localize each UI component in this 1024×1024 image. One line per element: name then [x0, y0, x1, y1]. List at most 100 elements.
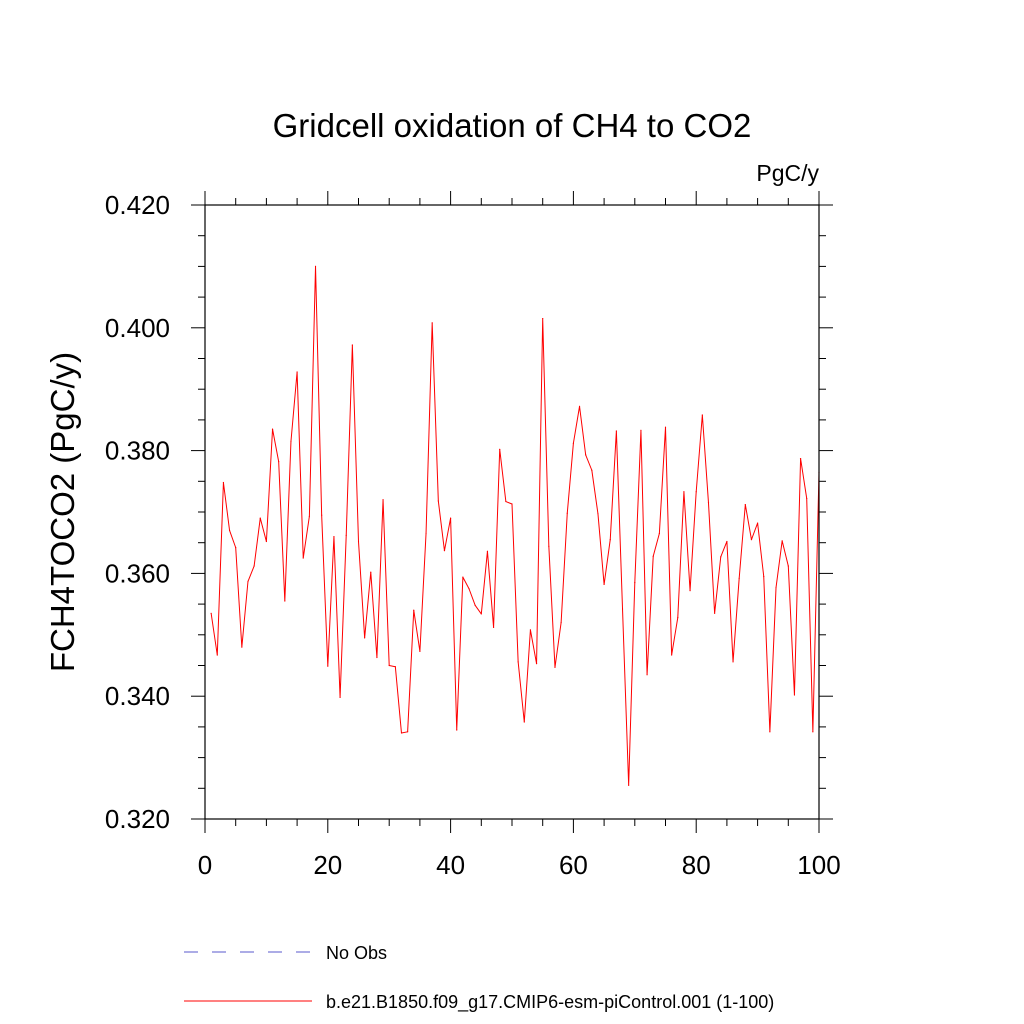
data-point: [474, 604, 476, 606]
data-point: [621, 608, 624, 610]
x-tick-label: 0: [198, 850, 212, 880]
data-point: [450, 517, 452, 519]
data-point: [370, 571, 372, 573]
data-point: [628, 784, 630, 786]
data-point: [222, 481, 225, 484]
x-tick-label: 80: [682, 850, 711, 880]
data-point: [806, 497, 808, 500]
y-tick-label: 0.360: [105, 558, 170, 588]
data-point: [407, 731, 409, 733]
data-point: [413, 609, 415, 611]
data-point: [517, 661, 519, 663]
data-point: [609, 539, 611, 541]
data-point: [394, 666, 396, 668]
data-point: [652, 555, 654, 557]
y-axis-label: FCH4TOCO2 (PgC/y): [44, 352, 81, 672]
y-tick-label: 0.380: [105, 436, 170, 466]
data-point: [640, 429, 642, 431]
chart-title: Gridcell oxidation of CH4 to CO2: [273, 107, 752, 144]
data-point: [664, 426, 667, 428]
data-point: [278, 461, 280, 463]
data-point: [388, 664, 390, 667]
series-layer: [210, 265, 820, 786]
data-point: [689, 589, 691, 592]
data-point: [265, 540, 267, 543]
y-tick-label: 0.420: [105, 190, 170, 220]
data-point: [271, 428, 274, 430]
x-tick-label: 100: [797, 850, 840, 880]
data-point: [744, 504, 746, 506]
plot-frame: [204, 204, 820, 820]
data-point: [572, 442, 575, 444]
data-point: [228, 529, 231, 532]
data-point: [542, 317, 544, 320]
data-point: [646, 674, 648, 676]
data-point: [357, 540, 360, 543]
data-point: [750, 539, 753, 541]
data-point: [683, 491, 685, 493]
data-point: [554, 666, 556, 668]
data-point: [259, 517, 261, 519]
data-point: [585, 454, 587, 456]
data-point: [505, 500, 507, 503]
data-point: [714, 612, 716, 614]
data-point: [382, 499, 384, 501]
data-point: [566, 512, 568, 514]
data-point: [235, 547, 237, 549]
data-point: [701, 414, 703, 416]
data-point: [634, 582, 636, 584]
data-point: [781, 540, 783, 542]
data-point: [732, 661, 734, 663]
data-point: [492, 626, 495, 629]
data-point: [529, 629, 532, 631]
data-point: [456, 729, 458, 731]
data-point: [302, 557, 304, 559]
data-point: [560, 621, 562, 624]
data-point: [437, 500, 439, 502]
data-point: [308, 515, 310, 517]
data-point: [462, 576, 464, 578]
data-point: [757, 522, 759, 524]
units-label: PgC/y: [756, 160, 819, 186]
data-point: [523, 721, 525, 723]
data-point: [364, 637, 366, 639]
data-point: [314, 265, 317, 267]
data-point: [443, 550, 446, 552]
data-point: [671, 654, 673, 656]
data-point: [431, 322, 433, 324]
legend-no-obs-label: No Obs: [326, 943, 387, 963]
data-point: [578, 405, 581, 407]
data-point: [296, 371, 298, 373]
data-point: [376, 656, 378, 659]
data-point: [738, 577, 740, 579]
data-point: [321, 514, 323, 516]
data-point: [419, 650, 421, 652]
axis-ticks: [191, 191, 833, 833]
data-point: [775, 586, 777, 589]
data-point: [535, 663, 538, 665]
data-point: [210, 612, 212, 614]
data-point: [511, 503, 513, 505]
data-point: [333, 535, 335, 538]
x-tick-label: 60: [559, 850, 588, 880]
data-point: [615, 430, 617, 432]
data-point: [400, 732, 403, 734]
data-point: [284, 600, 286, 602]
data-point: [793, 694, 796, 696]
data-point: [591, 469, 593, 471]
y-tick-label: 0.340: [105, 681, 170, 711]
data-point: [290, 440, 292, 442]
data-point: [799, 457, 802, 460]
y-tick-label: 0.400: [105, 313, 170, 343]
data-point: [603, 583, 605, 586]
data-point: [787, 565, 789, 567]
series-line: [210, 265, 820, 786]
data-point: [769, 731, 771, 733]
data-point: [707, 502, 710, 504]
data-point: [763, 575, 765, 578]
data-point: [425, 532, 427, 535]
data-point: [597, 513, 599, 515]
data-point: [548, 545, 550, 547]
legend: No Obs b.e21.B1850.f09_g17.CMIP6-esm-piC…: [184, 943, 774, 1013]
